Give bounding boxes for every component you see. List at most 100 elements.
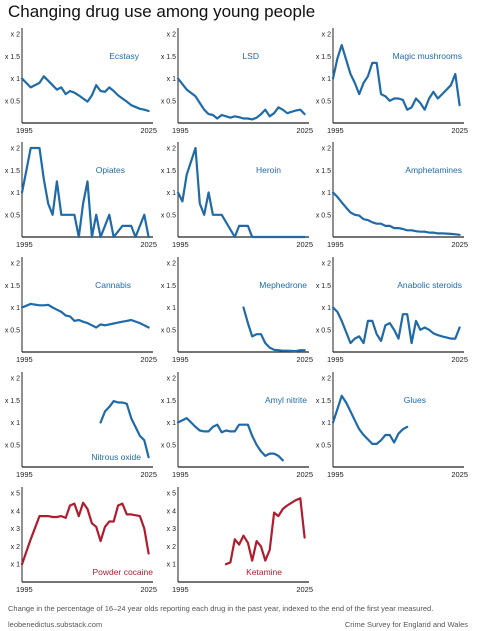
ytick-label: x 0.5: [316, 98, 331, 105]
panel-cannabis: x 0.5 x 1 x 1.5 x 2 1995 2025 Cannabis: [5, 257, 157, 364]
panel-heroin: x 0.5 x 1 x 1.5 x 2 1995 2025 Heroin: [161, 142, 313, 249]
ytick-label: x 1.5: [5, 398, 20, 405]
ytick-label: x 0.5: [161, 212, 176, 219]
ytick-label: x 2: [167, 261, 176, 268]
ytick-label: x 4: [167, 508, 176, 515]
panel-title: Anabolic steroids: [397, 280, 462, 290]
panel-title: Amphetamines: [405, 165, 462, 175]
ytick-label: x 2: [11, 544, 20, 551]
xtick-label: 2025: [296, 126, 313, 135]
xtick-label: 1995: [172, 585, 189, 594]
ytick-label: x 2: [167, 32, 176, 39]
xtick-label: 1995: [327, 240, 344, 249]
ytick-label: x 5: [167, 491, 176, 498]
panel-title: Heroin: [256, 165, 281, 175]
author-credit: leobenedictus.substack.com: [8, 620, 103, 629]
series-line-mephedrone: [242, 306, 306, 353]
ytick-label: x 2: [11, 146, 20, 153]
xtick-label: 1995: [16, 240, 33, 249]
ytick-label: x 1: [167, 305, 176, 312]
panel-title: Mephedrone: [259, 280, 307, 290]
xtick-label: 2025: [451, 240, 468, 249]
ytick-label: x 1.5: [5, 54, 20, 61]
ytick-label: x 2: [322, 376, 331, 383]
xtick-label: 1995: [327, 126, 344, 135]
ytick-label: x 0.5: [161, 98, 176, 105]
xtick-label: 2025: [140, 470, 157, 479]
series-line-opiates: [20, 146, 150, 239]
ytick-label: x 1: [322, 76, 331, 83]
xtick-label: 1995: [172, 240, 189, 249]
panel-title: Nitrous oxide: [91, 452, 141, 462]
ytick-label: x 2: [167, 544, 176, 551]
ytick-label: x 0.5: [5, 98, 20, 105]
ytick-label: x 0.5: [5, 327, 20, 334]
ytick-label: x 1.5: [316, 168, 331, 175]
source-credit: Crime Survey for England and Wales: [344, 620, 468, 629]
panel-glues: x 0.5 x 1 x 1.5 x 2 1995 2025 Glues: [316, 372, 468, 479]
ytick-label: x 1.5: [5, 168, 20, 175]
series-line-lsd: [176, 77, 306, 121]
ytick-label: x 1: [11, 305, 20, 312]
panel-ketamine: x 1 x 2 x 3 x 4 x 5 1995 2025 Ketamine: [167, 487, 313, 594]
ytick-label: x 1: [167, 190, 176, 197]
xtick-label: 2025: [140, 126, 157, 135]
ytick-label: x 1.5: [316, 54, 331, 61]
series-line-amyl-nitrite: [176, 417, 284, 462]
xtick-label: 2025: [296, 470, 313, 479]
panel-opiates: x 0.5 x 1 x 1.5 x 2 1995 2025 Opiates: [5, 142, 157, 249]
ytick-label: x 2: [11, 32, 20, 39]
ytick-label: x 0.5: [316, 442, 331, 449]
series-line-ecstasy: [20, 75, 150, 113]
panel-title: Magic mushrooms: [393, 51, 462, 61]
ytick-label: x 2: [167, 376, 176, 383]
xtick-label: 1995: [16, 585, 33, 594]
panel-title: Ketamine: [246, 567, 282, 577]
xtick-label: 1995: [16, 470, 33, 479]
panel-powder-cocaine: x 1 x 2 x 3 x 4 x 5 1995 2025 Powder cocaine: [11, 487, 157, 594]
ytick-label: x 2: [11, 376, 20, 383]
ytick-label: x 1: [167, 562, 176, 569]
ytick-label: x 2: [11, 261, 20, 268]
xtick-label: 1995: [327, 470, 344, 479]
ytick-label: x 1: [167, 76, 176, 83]
ytick-label: x 0.5: [316, 327, 331, 334]
series-line-anabolic-steroids: [331, 306, 461, 345]
xtick-label: 1995: [172, 470, 189, 479]
panel-amphetamines: x 0.5 x 1 x 1.5 x 2 1995 2025 Amphetamines: [316, 142, 468, 249]
ytick-label: x 1: [11, 76, 20, 83]
ytick-label: x 2: [322, 261, 331, 268]
ytick-label: x 0.5: [161, 442, 176, 449]
chart-caption: Change in the percentage of 16–24 year o…: [8, 604, 434, 613]
series-line-ketamine: [224, 497, 306, 566]
ytick-label: x 0.5: [5, 442, 20, 449]
series-line-glues: [331, 394, 409, 445]
ytick-label: x 4: [11, 508, 20, 515]
xtick-label: 2025: [296, 355, 313, 364]
ytick-label: x 1: [322, 190, 331, 197]
panel-title: LSD: [242, 51, 259, 61]
ytick-label: x 1.5: [161, 168, 176, 175]
xtick-label: 1995: [16, 355, 33, 364]
xtick-label: 2025: [296, 240, 313, 249]
series-line-powder-cocaine: [20, 501, 150, 566]
series-line-heroin: [176, 146, 306, 239]
xtick-label: 1995: [172, 126, 189, 135]
ytick-label: x 1.5: [161, 54, 176, 61]
xtick-label: 2025: [140, 240, 157, 249]
ytick-label: x 0.5: [161, 327, 176, 334]
panel-title: Cannabis: [95, 280, 131, 290]
ytick-label: x 2: [322, 32, 331, 39]
ytick-label: x 1: [322, 420, 331, 427]
ytick-label: x 5: [11, 491, 20, 498]
ytick-label: x 1.5: [316, 398, 331, 405]
panel-title: Ecstasy: [109, 51, 140, 61]
ytick-label: x 3: [167, 526, 176, 533]
panel-mephedrone: x 0.5 x 1 x 1.5 x 2 1995 2025 Mephedrone: [161, 257, 313, 364]
ytick-label: x 1: [11, 420, 20, 427]
ytick-label: x 1.5: [316, 283, 331, 290]
panel-title: Glues: [404, 395, 426, 405]
xtick-label: 1995: [327, 355, 344, 364]
xtick-label: 2025: [451, 355, 468, 364]
